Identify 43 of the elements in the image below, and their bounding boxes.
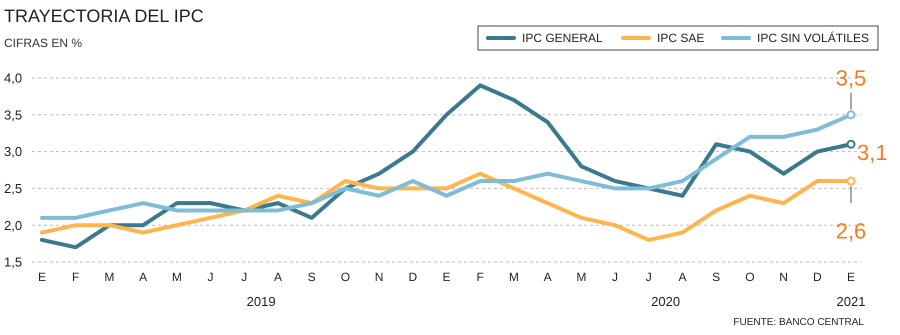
y-tick-label: 3,0 (4, 144, 22, 160)
x-tick-label: E (442, 270, 451, 284)
x-tick-label: J (646, 270, 652, 284)
chart-title: TRAYECTORIA DEL IPC (4, 6, 204, 26)
legend-label: IPC GENERAL (522, 31, 604, 46)
x-tick-label: F (476, 270, 484, 284)
source-note: FUENTE: BANCO CENTRAL (733, 317, 864, 328)
x-tick-label: M (508, 270, 519, 284)
x-tick-label: N (779, 270, 788, 284)
text: 2019 (246, 294, 276, 309)
x-tick-label: O (340, 270, 350, 284)
legend-label: IPC SIN VOLÁTILES (757, 31, 870, 46)
x-tick-label: A (544, 270, 552, 284)
legend-label: IPC SAE (657, 31, 704, 46)
x-tick-label: S (308, 270, 316, 284)
y-tick-label: 2,0 (4, 218, 22, 233)
chart-subtitle: CIFRAS EN % (4, 36, 82, 50)
x-tick-label: S (712, 270, 720, 284)
x-tick-label: M (576, 270, 586, 284)
x-tick-label: E (38, 270, 46, 284)
x-tick-label: A (139, 270, 148, 284)
text: 2020 (651, 294, 680, 309)
x-tick-label: J (612, 270, 618, 284)
x-tick-label: D (812, 270, 822, 284)
y-tick-label: 4,0 (4, 70, 22, 86)
x-tick-label: J (208, 270, 214, 284)
x-tick-label: D (408, 270, 418, 284)
text: 2021 (836, 294, 866, 309)
x-tick-label: M (172, 270, 182, 284)
x-tick-label: J (241, 270, 248, 284)
data-label: 3,1 (857, 140, 888, 165)
x-tick-label: M (104, 270, 114, 284)
x-tick-label: A (274, 270, 282, 284)
data-label: 2,6 (836, 218, 866, 244)
x-tick-label: O (745, 270, 755, 284)
x-tick-label: A (678, 270, 686, 284)
y-tick-label: 2,5 (4, 180, 22, 196)
data-label: 3,5 (836, 66, 866, 90)
x-tick-label: F (72, 270, 80, 284)
y-tick-label: 3,5 (4, 107, 22, 122)
x-tick-label: E (846, 270, 856, 284)
x-tick-label: N (374, 270, 384, 284)
y-tick-label: 1,5 (4, 254, 22, 270)
